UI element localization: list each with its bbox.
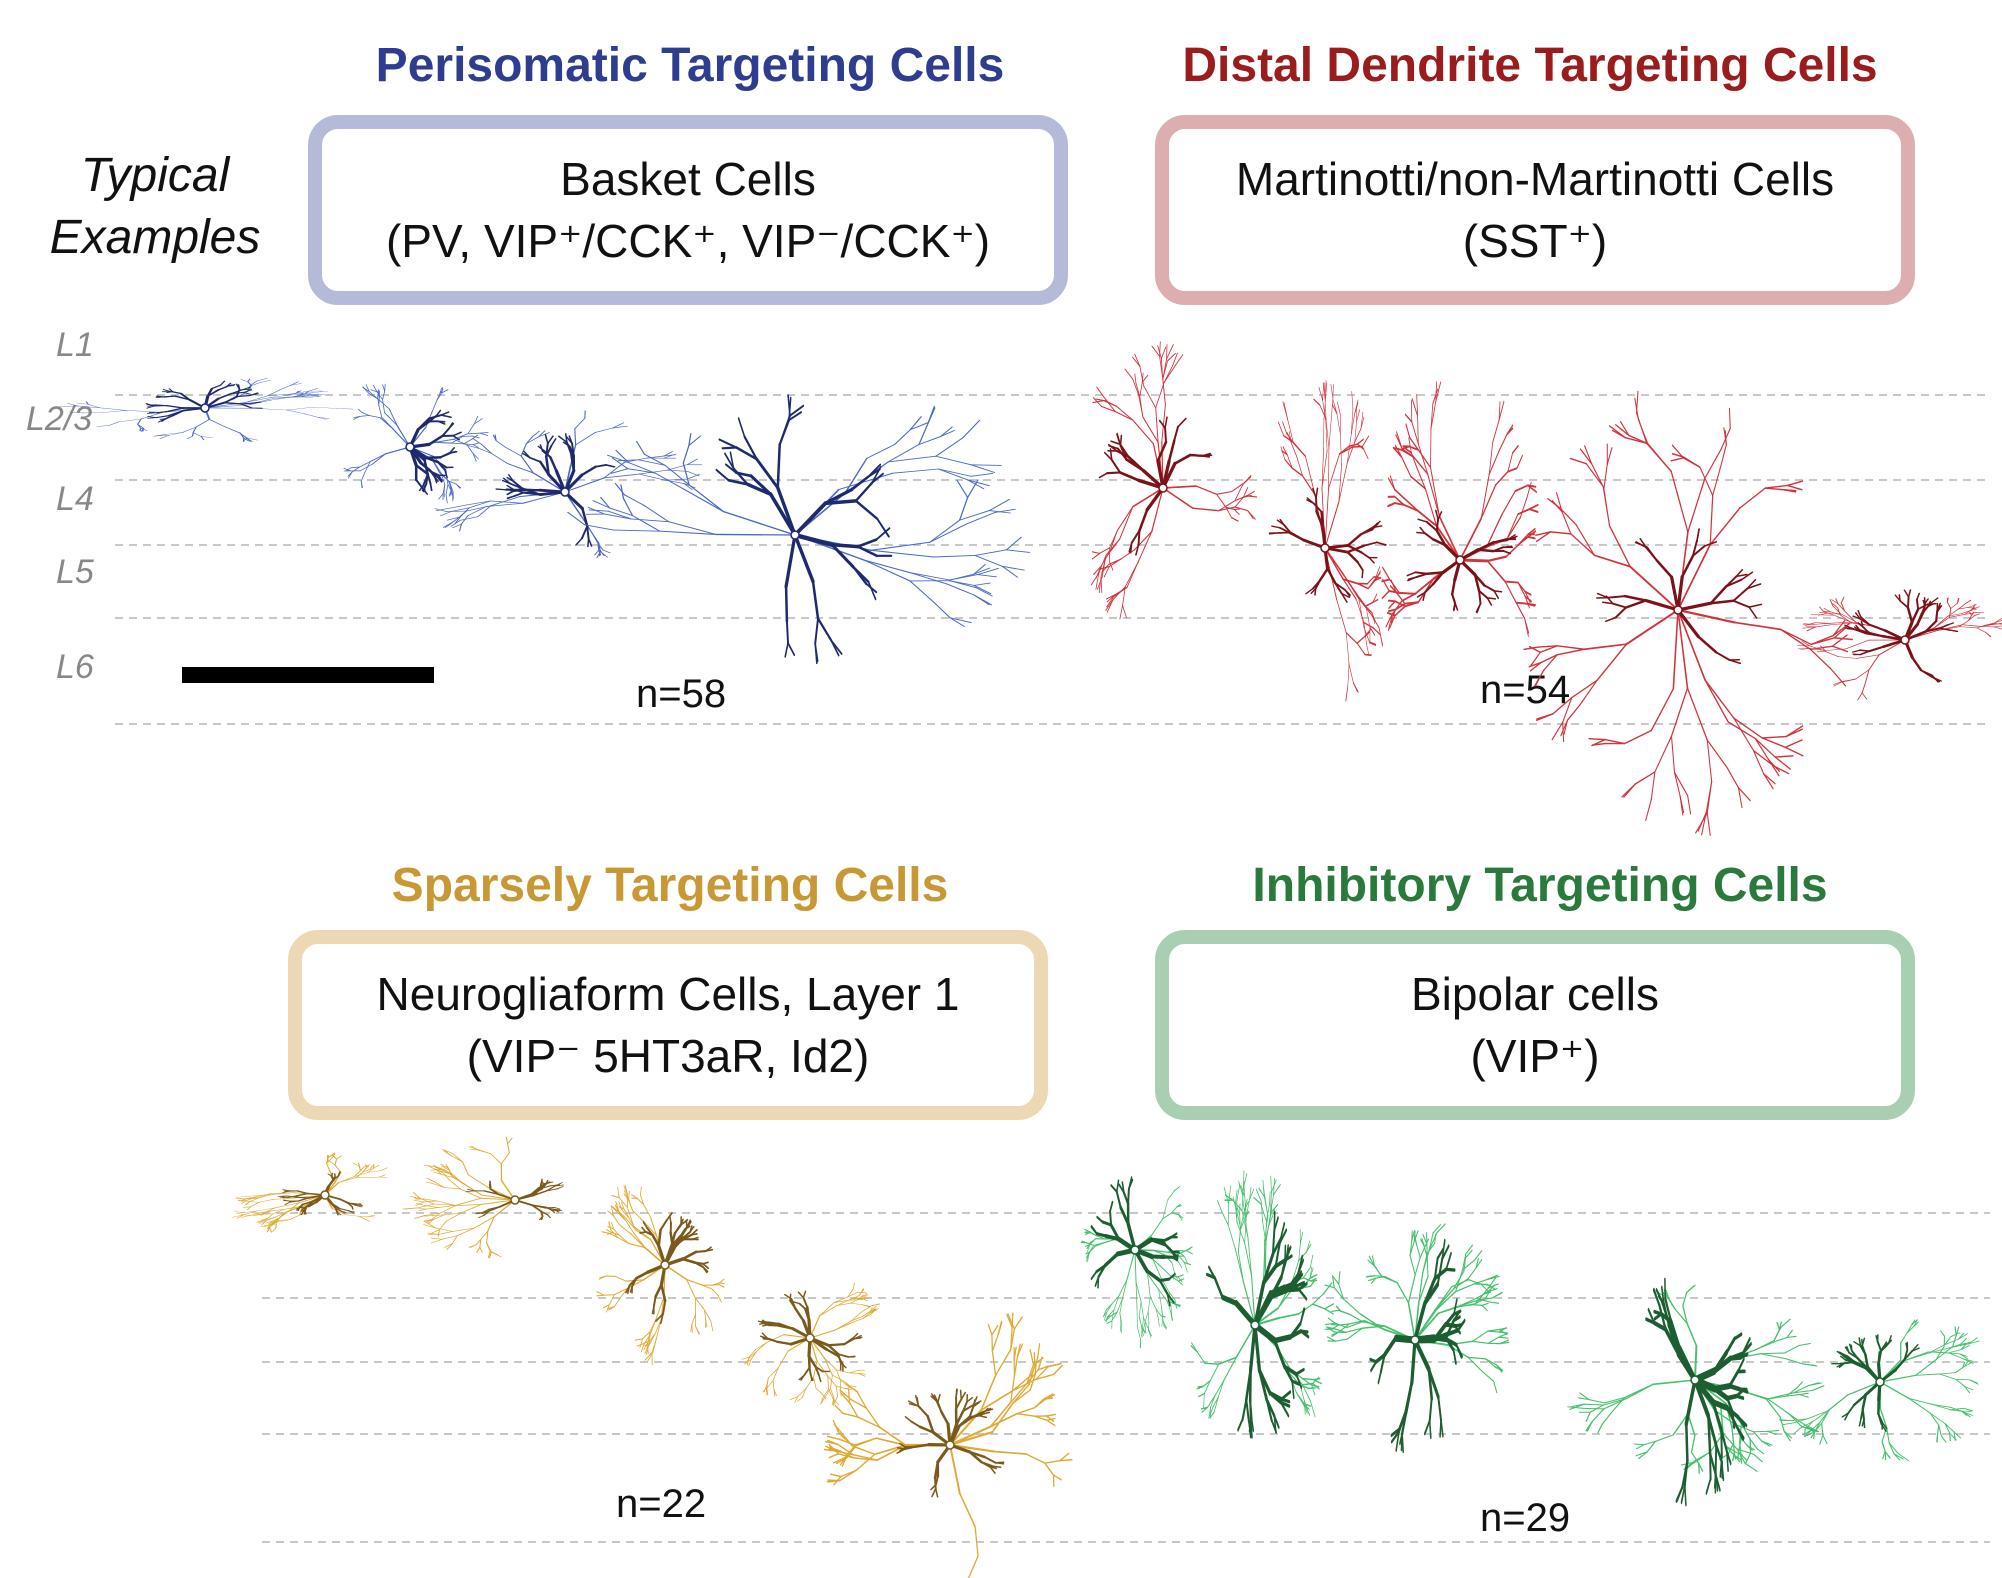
typical-line: Typical <box>80 149 230 202</box>
box-line-1: Bipolar cells <box>1411 968 1659 1020</box>
sparse-neuron-11 <box>596 1184 725 1366</box>
layer-label-l6: L6 <box>56 648 94 686</box>
perisomatic-neuron-2 <box>434 410 703 559</box>
inhibitory-neuron-15 <box>1190 1170 1335 1439</box>
neuron-morphologies <box>59 341 2002 1578</box>
n-count-sparse: n=22 <box>616 1482 707 1526</box>
distal-neuron-5 <box>1268 379 1387 702</box>
layer-label-l1: L1 <box>56 326 94 364</box>
n-count-distal: n=54 <box>1480 668 1571 712</box>
sparsely-title: Sparsely Targeting Cells <box>391 859 949 912</box>
box-line-2: (SST⁺) <box>1462 215 1608 267</box>
distal-neuron-8 <box>1796 589 2002 701</box>
box-line-2: (VIP⁺) <box>1470 1030 1600 1082</box>
distal-neuron-6 <box>1381 381 1539 638</box>
neurogliaform-cells-box: Neurogliaform Cells, Layer 1 (VIP⁻ 5HT3a… <box>288 930 1048 1120</box>
box-line-2: (VIP⁻ 5HT3aR, Id2) <box>466 1030 870 1082</box>
inhibitory-title: Inhibitory Targeting Cells <box>1252 859 1828 912</box>
box-line-2: (PV, VIP⁺/CCK⁺, VIP⁻/CCK⁺) <box>385 215 991 267</box>
examples-line: Examples <box>49 211 261 264</box>
layer-label-l4: L4 <box>56 480 94 518</box>
inhibitory-neuron-17 <box>1567 1277 1825 1507</box>
martinotti-cells-box: Martinotti/non-Martinotti Cells (SST⁺) <box>1155 115 1915 305</box>
basket-cells-box: Basket Cells (PV, VIP⁺/CCK⁺, VIP⁻/CCK⁺) <box>308 115 1068 305</box>
sparse-neuron-12 <box>741 1282 880 1407</box>
inhibitory-neuron-14 <box>1080 1176 1193 1349</box>
box-line-1: Basket Cells <box>560 153 816 205</box>
typical-examples-label: Typical Examples <box>20 145 290 269</box>
n-count-perisomatic: n=58 <box>636 672 727 716</box>
scale-bar <box>182 667 434 683</box>
perisomatic-neuron-0 <box>59 378 354 442</box>
sparse-neuron-10 <box>402 1136 564 1259</box>
sparse-neuron-9 <box>231 1152 388 1233</box>
inhibitory-neuron-18 <box>1779 1319 1980 1462</box>
box-line-1: Neurogliaform Cells, Layer 1 <box>376 968 960 1020</box>
distal-neuron-4 <box>1090 341 1258 620</box>
n-count-inhibitory: n=29 <box>1480 1496 1571 1540</box>
layer-label-l5: L5 <box>56 553 94 591</box>
distal-dendrite-title: Distal Dendrite Targeting Cells <box>1182 39 1878 92</box>
inhibitory-neuron-16 <box>1324 1223 1510 1454</box>
perisomatic-neuron-1 <box>343 383 489 504</box>
box-line-1: Martinotti/non-Martinotti Cells <box>1235 153 1835 205</box>
distal-neuron-7 <box>1523 390 1853 836</box>
sparse-neuron-13 <box>823 1312 1073 1578</box>
bipolar-cells-box: Bipolar cells (VIP⁺) <box>1155 930 1915 1120</box>
perisomatic-title: Perisomatic Targeting Cells <box>375 39 1005 92</box>
perisomatic-neuron-3 <box>567 394 1031 665</box>
